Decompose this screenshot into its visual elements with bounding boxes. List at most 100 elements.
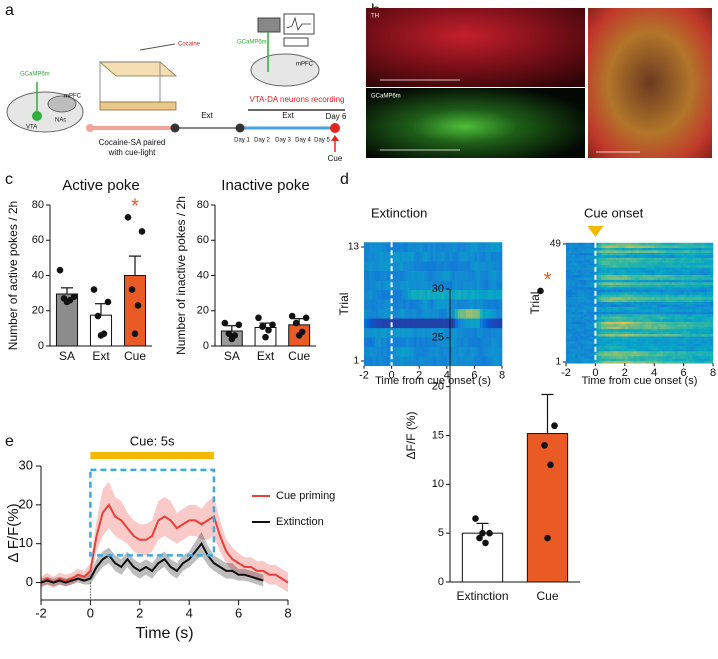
heatmap-cell [589,341,593,344]
heatmap-cell [704,304,708,307]
heatmap-cell [701,355,705,359]
heatmap [566,242,714,364]
heatmap-cell [419,289,423,300]
heatmap-cell [424,242,428,253]
heatmap-cell [568,267,573,271]
heatmap-cell [592,272,596,276]
heatmap-cell [627,289,631,293]
heatmap-cell [668,309,673,312]
heatmap-cell [648,269,652,273]
heatmap-cell [674,326,679,330]
heatmap-cell [466,270,470,281]
heatmap-cell [701,326,705,330]
heatmap-cell [416,261,420,272]
heatmap-cell [452,261,456,272]
heatmap-cell [366,251,370,262]
heatmap-cell [394,289,398,300]
heatmap-cell [633,311,637,315]
heatmap-cell [615,262,620,266]
heatmap-cell [482,308,486,319]
heatmap-cell [430,327,434,338]
heatmap-cell [595,252,599,256]
heatmap-cell [674,341,679,344]
heatmap-cell [692,272,696,276]
heatmap-cell [674,358,679,362]
heatmap-cell [671,287,676,290]
heatmap-cell [592,358,596,362]
heatmap-cell [686,316,690,320]
heatmap-cell [397,346,401,357]
heatmap-cell [446,299,450,310]
heatmap-cell [479,318,483,329]
heatmap-cell [639,264,643,268]
data-point [269,321,276,329]
heatmap-cell [607,272,611,276]
heatmap-cell [689,291,693,295]
heatmap-cell [689,328,693,332]
heatmap-cell [698,338,702,342]
heatmap-cell [580,360,584,364]
heatmap-cell [610,326,614,330]
heatmap-cell [677,318,681,322]
heatmap-cell [586,272,590,276]
y-tick-label: 0 [438,576,444,588]
heatmap-cell [660,306,664,310]
heatmap-cell [695,255,699,258]
heatmap-cell [586,264,590,268]
heatmap-cell [665,247,670,251]
heatmap-cell [399,318,403,329]
heatmap-cell [680,267,684,271]
heatmap-cell [621,318,626,322]
x-tick-label: 6 [235,605,242,620]
heatmap-cell [413,289,417,300]
heatmap-cell [683,348,687,352]
diagram-label: VTA [26,125,37,131]
heatmap-cell [386,346,390,357]
heatmap-cell [402,318,406,329]
heatmap-cell [677,323,681,327]
heatmap-cell [364,270,368,281]
heatmap-cell [648,287,652,290]
heatmap-cell [449,327,453,338]
heatmap-cell [642,242,646,246]
heatmap-cell [571,250,576,253]
heatmap-cell [397,337,401,348]
heatmap-cell [651,301,655,305]
heatmap-cell [677,358,681,362]
heatmap-cell [621,306,626,310]
heatmap-cell [577,328,581,332]
heatmap-cell [674,282,679,285]
heatmap-cell [416,327,420,338]
heatmap [364,242,503,367]
heatmap-cell [571,272,576,276]
heatmap-cell [639,321,643,325]
heatmap-cell [592,326,596,330]
heatmap-cell [444,346,448,357]
heatmap-cell [707,250,711,253]
heatmap-cell [568,282,573,285]
heatmap-cell [566,355,570,359]
heatmap-cell [604,296,608,300]
heatmap-cell [446,251,450,262]
heatmap-cell [610,277,614,280]
heatmap-cell [624,311,629,315]
x-tick-label: 8 [499,370,505,382]
heatmap-cell [479,242,483,253]
heatmap-cell [444,270,448,281]
heatmap-cell [707,343,711,347]
heatmap-cell [586,267,590,271]
heatmap-cell [704,348,708,352]
heatmap-cell [692,326,696,330]
x-tick-label: 0 [87,605,94,620]
heatmap-cell [692,264,696,268]
heatmap-cell [630,301,634,305]
heatmap-cell [707,247,711,251]
heatmap-cell [686,257,690,261]
heatmap-cell [636,262,640,266]
heatmap-cell [621,262,626,266]
heatmap-cell [610,296,614,300]
heatmap-cell [645,328,649,332]
heatmap-cell [460,261,464,272]
heatmap-cell [435,261,439,272]
heatmap-cell [566,299,570,303]
